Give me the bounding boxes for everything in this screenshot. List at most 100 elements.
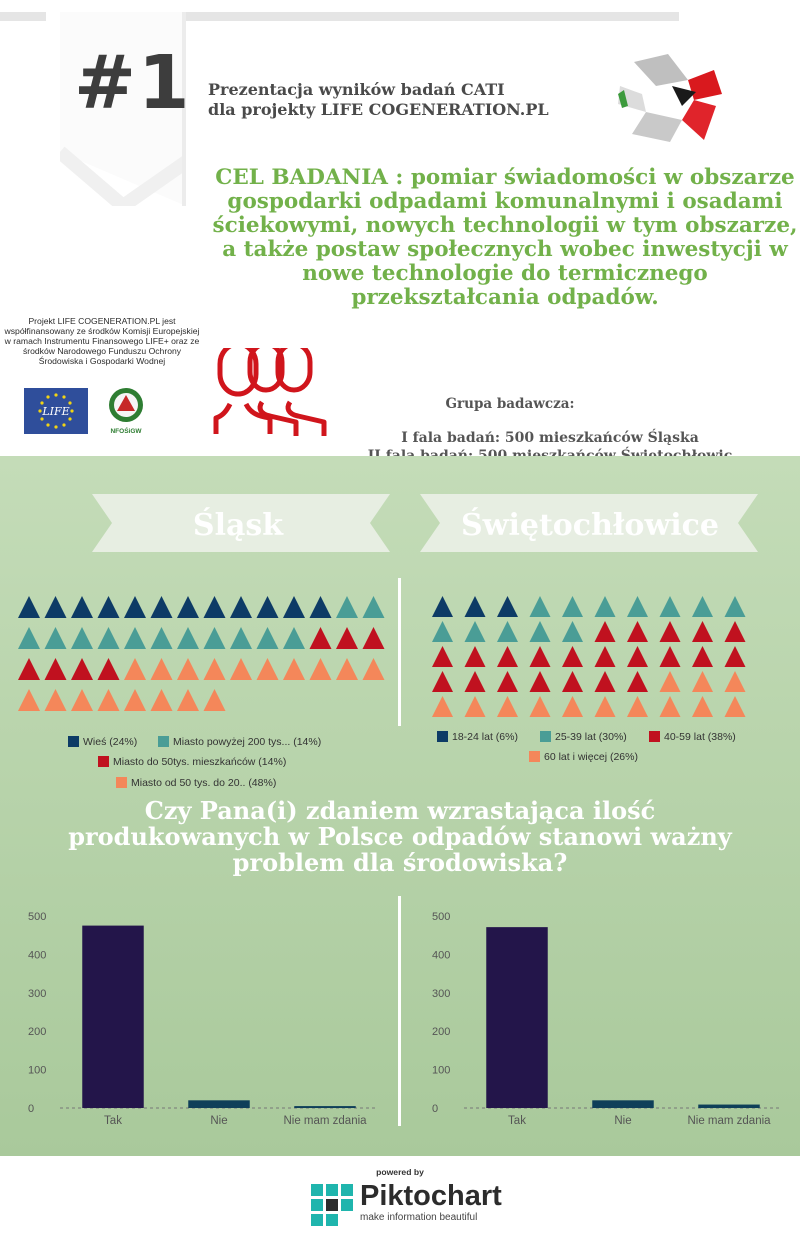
decor-bar [184,12,679,21]
pictogram-triangle [464,671,486,692]
legend-label: 40-59 lat (38%) [664,731,736,743]
pictogram-triangle [692,596,713,617]
swiet-legend-item: 40-59 lat (38%) [649,731,736,743]
pictogram-triangle [562,696,583,717]
pictogram-triangle [362,627,385,649]
swiet-legend-item: 25-39 lat (30%) [540,731,627,743]
pictogram-triangle [203,689,226,711]
pictogram-triangle [659,646,681,667]
pictogram-triangle [256,596,279,618]
pictogram-triangle [71,689,93,711]
legend-swatch [437,731,448,742]
legend-swatch [116,777,127,788]
pictogram-triangle [627,671,648,692]
y-tick-label: 300 [432,988,450,1000]
pictogram-triangle [44,596,67,618]
pictogram-triangle [724,696,746,717]
pictogram-triangle [177,689,199,711]
pictogram-triangle [529,671,551,692]
pictogram-triangle [497,646,518,667]
bookmark-decor [60,12,186,206]
y-tick-label: 0 [432,1103,438,1115]
pictogram-triangle [44,658,67,680]
research-goal: CEL BADANIA : pomiar świadomości w obsza… [212,165,798,310]
section-divider [398,896,401,1126]
pictogram-triangle [230,627,252,649]
pictogram-triangle [432,696,453,717]
legend-label: Wieś (24%) [83,736,138,748]
pictogram-triangle [18,596,40,618]
y-tick-label: 100 [432,1065,450,1077]
pictogram-triangle [18,689,40,711]
nfosigw-logo: NFOŚiGW [109,388,143,435]
x-tick-label: Nie [614,1115,631,1127]
presentation-title: Prezentacja wyników badań CATI dla proje… [208,80,618,120]
pictogram-triangle [256,658,279,680]
title-line: dla projekty LIFE COGENERATION.PL [208,100,549,119]
pictogram-triangle [336,627,358,649]
pictogram-triangle [150,627,173,649]
pictogram-triangle [432,596,453,617]
bar [188,1100,250,1108]
legend-label: Miasto od 50 tys. do 20.. (48%) [131,777,277,789]
pictogram-triangle [150,658,173,680]
bar-chart-slask: 0 100 200 300 400 500 Tak Nie Nie mam zdania [28,911,378,1127]
slask-legend-item: Miasto do 50tys. mieszkańców (14%) [98,756,286,768]
y-tick-label: 200 [28,1026,46,1038]
pictogram-triangle [692,621,713,642]
ribbon-slask-label: Śląsk [193,506,284,543]
pictogram-triangle [71,596,93,618]
y-tick-label: 200 [432,1026,450,1038]
pictogram-triangle [724,596,746,617]
title-line: Prezentacja wyników badań CATI [208,80,505,99]
pictogram-triangle [497,621,518,642]
pictogram-triangle [256,627,279,649]
bar [294,1106,356,1108]
pictogram-triangle [230,658,252,680]
swiet-legend-item: 18-24 lat (6%) [437,731,518,743]
pictogram-triangle [562,646,583,667]
pictogram-triangle [627,621,648,642]
swietochlowice-pictogram [432,596,746,717]
pictogram-triangle [692,646,713,667]
pictogram-triangle [283,596,305,618]
pictogram-triangle [44,689,67,711]
slask-legend-item: Wieś (24%) [68,736,137,748]
research-group-label: Grupa badawcza: [445,396,575,412]
pictogram-triangle [659,621,681,642]
slask-legend-item: Miasto od 50 tys. do 20.. (48%) [116,777,276,789]
pictogram-triangle [177,596,199,618]
pictogram-triangle [692,696,713,717]
pictogram-triangle [124,658,146,680]
pictogram-triangle [283,658,305,680]
nfosigw-text: NFOŚiGW [110,426,142,435]
pictogram-triangle [124,627,146,649]
piktochart-tagline: make information beautiful [360,1212,478,1223]
pictogram-triangle [432,646,453,667]
pictogram-triangle [464,621,486,642]
legend-swatch [158,736,169,747]
y-tick-label: 300 [28,988,46,1000]
legend-label: 60 lat i więcej (26%) [544,751,638,763]
research-wave-1: I fala badań: 500 mieszkańców Śląska [401,430,699,446]
slask-legend-item: Miasto powyżej 200 tys... (14%) [158,736,321,748]
slask-pictogram [18,596,385,711]
pictogram-triangle [309,596,332,618]
bar [486,927,548,1108]
ribbon-swietochlowice-label: Świętochłowice [461,506,719,543]
pictogram-triangle [529,696,551,717]
pictogram-triangle [97,689,120,711]
legend-label: Miasto powyżej 200 tys... (14%) [173,736,322,748]
pictogram-triangle [124,689,146,711]
pictogram-triangle [309,627,332,649]
pictogram-triangle [150,596,173,618]
eu-life-logo: LIFE [24,388,88,434]
legend-label: 18-24 lat (6%) [452,731,518,743]
legend-swatch [68,736,79,747]
pictogram-triangle [336,658,358,680]
x-tick-label: Tak [508,1115,526,1127]
x-tick-label: Nie mam zdania [687,1115,771,1127]
pictogram-triangle [497,696,518,717]
powered-by-text: powered by [376,1167,424,1177]
pictogram-triangle [97,658,120,680]
